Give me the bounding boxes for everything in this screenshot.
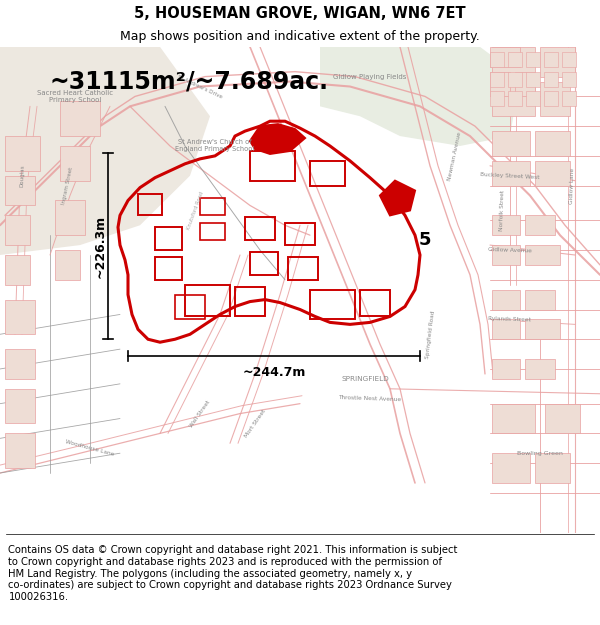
Polygon shape <box>490 47 520 67</box>
Polygon shape <box>492 245 520 265</box>
Polygon shape <box>55 201 85 235</box>
Polygon shape <box>492 453 530 483</box>
Text: St Andrew's Drive: St Andrew's Drive <box>177 74 223 99</box>
Polygon shape <box>526 91 540 106</box>
Polygon shape <box>490 52 504 67</box>
Polygon shape <box>490 91 504 106</box>
Polygon shape <box>5 299 35 334</box>
Text: SPRINGFIELD: SPRINGFIELD <box>341 376 389 382</box>
Polygon shape <box>60 146 90 181</box>
Polygon shape <box>562 72 576 86</box>
Polygon shape <box>492 359 520 379</box>
Text: Gidlow Lane: Gidlow Lane <box>569 168 575 204</box>
Polygon shape <box>544 72 558 86</box>
Text: Douglas: Douglas <box>19 164 25 187</box>
Polygon shape <box>5 176 35 206</box>
Polygon shape <box>515 72 535 96</box>
Polygon shape <box>492 47 535 77</box>
Text: Gidlow Avenue: Gidlow Avenue <box>488 247 532 253</box>
Polygon shape <box>535 131 570 156</box>
Text: ~226.3m: ~226.3m <box>94 214 107 278</box>
Polygon shape <box>492 290 520 309</box>
Polygon shape <box>525 359 555 379</box>
Polygon shape <box>508 91 522 106</box>
Text: Throstle Nest Avenue: Throstle Nest Avenue <box>338 395 401 402</box>
Polygon shape <box>5 255 30 285</box>
Polygon shape <box>525 319 560 339</box>
Polygon shape <box>525 290 555 309</box>
Text: Woodhouse Lane: Woodhouse Lane <box>65 439 115 458</box>
Text: ~244.7m: ~244.7m <box>242 366 305 379</box>
Polygon shape <box>5 433 35 468</box>
Polygon shape <box>526 72 540 86</box>
Text: Knutsford Road: Knutsford Road <box>186 191 204 230</box>
Polygon shape <box>544 91 558 106</box>
Polygon shape <box>540 81 570 116</box>
Text: 5: 5 <box>419 231 431 249</box>
Polygon shape <box>525 245 560 265</box>
Text: Contains OS data © Crown copyright and database right 2021. This information is : Contains OS data © Crown copyright and d… <box>8 546 458 602</box>
Text: Norfolk Street: Norfolk Street <box>499 190 505 231</box>
Polygon shape <box>525 216 555 235</box>
Polygon shape <box>490 72 504 86</box>
Polygon shape <box>380 181 415 216</box>
Polygon shape <box>5 216 30 245</box>
Text: Bowling Green: Bowling Green <box>517 451 563 456</box>
Text: Mort Street: Mort Street <box>244 408 266 439</box>
Polygon shape <box>540 47 575 77</box>
Polygon shape <box>492 216 520 235</box>
Polygon shape <box>5 389 35 424</box>
Polygon shape <box>492 81 535 116</box>
Polygon shape <box>5 349 35 379</box>
Text: Sacred Heart Catholic
Primary School: Sacred Heart Catholic Primary School <box>37 90 113 103</box>
Polygon shape <box>535 161 570 186</box>
Polygon shape <box>0 47 210 255</box>
Polygon shape <box>492 319 520 339</box>
Polygon shape <box>544 52 558 67</box>
Polygon shape <box>492 161 530 186</box>
Polygon shape <box>55 250 80 280</box>
Polygon shape <box>508 52 522 67</box>
Polygon shape <box>562 52 576 67</box>
Polygon shape <box>490 72 510 96</box>
Text: Buckley Street West: Buckley Street West <box>480 172 540 180</box>
Polygon shape <box>492 131 530 156</box>
Polygon shape <box>526 52 540 67</box>
Text: Springfield Road: Springfield Road <box>425 310 436 359</box>
Text: St Andrew's Church of
England Primary School: St Andrew's Church of England Primary Sc… <box>175 139 254 152</box>
Polygon shape <box>492 404 535 433</box>
Polygon shape <box>5 136 40 171</box>
Polygon shape <box>250 124 305 154</box>
Text: Rylands Street: Rylands Street <box>488 316 532 322</box>
Text: Ingram Street: Ingram Street <box>62 166 74 205</box>
Polygon shape <box>60 101 100 136</box>
Text: ~31115m²/~7.689ac.: ~31115m²/~7.689ac. <box>50 69 329 94</box>
Polygon shape <box>320 47 520 146</box>
Text: Gidlow Playing Fields: Gidlow Playing Fields <box>334 74 407 79</box>
Polygon shape <box>562 91 576 106</box>
Text: Wall Street: Wall Street <box>189 399 211 428</box>
Polygon shape <box>508 72 522 86</box>
Text: 5, HOUSEMAN GROVE, WIGAN, WN6 7ET: 5, HOUSEMAN GROVE, WIGAN, WN6 7ET <box>134 6 466 21</box>
Text: Map shows position and indicative extent of the property.: Map shows position and indicative extent… <box>120 30 480 43</box>
Polygon shape <box>535 453 570 483</box>
Text: Newman Avenue: Newman Avenue <box>448 131 463 181</box>
Polygon shape <box>545 404 580 433</box>
